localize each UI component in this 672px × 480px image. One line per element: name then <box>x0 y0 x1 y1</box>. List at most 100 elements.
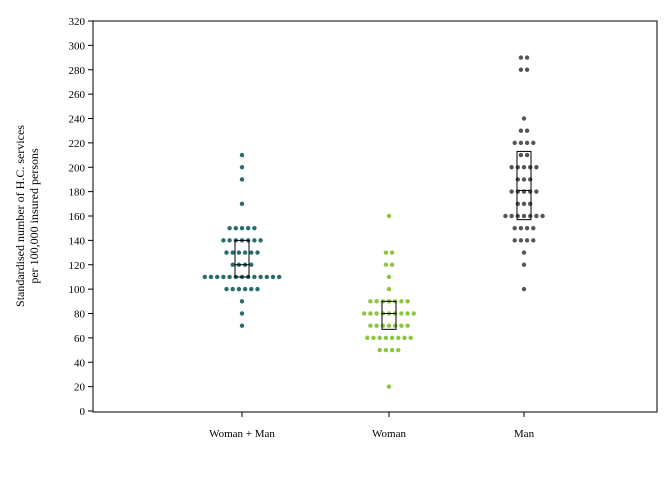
data-point <box>239 225 245 231</box>
data-point <box>371 335 376 341</box>
data-point <box>386 323 392 328</box>
data-point <box>383 250 389 255</box>
data-point <box>515 213 520 219</box>
y-axis-title-line: per 100,000 insured persons <box>27 148 41 284</box>
data-point <box>509 189 514 194</box>
data-point <box>540 213 545 219</box>
data-point <box>239 201 245 207</box>
data-point <box>374 311 379 316</box>
data-point <box>249 286 254 292</box>
data-point <box>512 140 517 146</box>
data-point <box>255 286 260 292</box>
data-point <box>524 55 530 60</box>
data-point <box>365 335 370 341</box>
plot-frame <box>92 20 658 413</box>
data-point <box>389 262 395 267</box>
data-point <box>242 286 248 292</box>
data-point <box>374 299 379 304</box>
x-tick-label: Woman <box>372 428 406 440</box>
y-tick-label: 260 <box>69 89 86 101</box>
data-point <box>233 225 238 231</box>
data-point <box>521 262 527 267</box>
data-point <box>258 274 263 280</box>
data-point <box>239 299 245 304</box>
data-point <box>389 250 395 255</box>
data-point <box>230 250 235 255</box>
data-point <box>380 323 385 328</box>
y-tick-label: 180 <box>69 187 86 199</box>
data-point <box>399 311 404 316</box>
data-point <box>221 274 226 280</box>
data-point <box>518 152 524 158</box>
data-point <box>227 225 232 231</box>
data-point <box>224 250 229 255</box>
data-point <box>393 323 398 328</box>
y-tick-label: 20 <box>74 382 86 394</box>
x-axis: Woman + Man Woman Man <box>209 412 535 440</box>
y-tick-label: 100 <box>69 284 86 296</box>
y-axis-title-line: Standardised number of H.C. services <box>13 125 27 307</box>
data-marks <box>202 55 545 389</box>
data-point <box>528 201 533 207</box>
box-marks <box>234 150 532 330</box>
data-point <box>509 165 514 170</box>
data-point <box>534 165 539 170</box>
data-point <box>386 213 392 219</box>
data-point <box>518 55 524 60</box>
data-point <box>389 347 395 353</box>
data-point <box>242 250 248 255</box>
data-point <box>521 201 527 207</box>
data-point <box>531 225 536 231</box>
data-point <box>383 335 389 341</box>
data-point <box>528 177 533 182</box>
data-point <box>264 274 269 280</box>
data-point <box>236 286 242 292</box>
y-tick-label: 40 <box>74 357 86 369</box>
data-point <box>202 274 207 280</box>
data-point <box>521 286 527 292</box>
data-point <box>246 225 251 231</box>
data-point <box>534 189 539 194</box>
data-point <box>524 225 530 231</box>
y-tick-label: 160 <box>69 211 86 223</box>
data-point <box>411 311 416 316</box>
iqr-box <box>516 150 532 221</box>
y-tick-label: 280 <box>69 65 86 77</box>
iqr-box <box>381 300 397 330</box>
y-tick-label: 80 <box>74 309 86 321</box>
y-tick-label: 300 <box>69 40 86 52</box>
data-point <box>368 299 373 304</box>
data-point <box>399 299 404 304</box>
data-point <box>405 299 410 304</box>
data-point <box>377 335 382 341</box>
data-point <box>515 165 520 170</box>
data-point <box>524 140 530 146</box>
data-point <box>386 384 392 389</box>
data-point <box>534 213 539 219</box>
data-point <box>521 213 527 219</box>
data-point <box>518 238 524 243</box>
data-point <box>368 311 373 316</box>
data-point <box>399 323 404 328</box>
data-point <box>239 311 245 316</box>
data-point <box>386 286 392 292</box>
y-tick-label: 0 <box>80 406 86 418</box>
data-point <box>258 238 263 243</box>
y-tick-label: 140 <box>69 235 86 247</box>
y-tick-label: 220 <box>69 138 86 150</box>
data-point <box>396 335 401 341</box>
data-point <box>524 67 530 72</box>
data-point <box>405 311 410 316</box>
data-point <box>224 286 229 292</box>
data-point <box>524 128 530 133</box>
data-point <box>528 165 533 170</box>
data-point <box>515 201 520 207</box>
data-point <box>230 286 235 292</box>
data-point <box>239 177 245 182</box>
data-point <box>528 213 533 219</box>
data-point <box>521 177 527 182</box>
y-axis: 0 20 40 60 80 100 120 140 160 180 200 220 240 260 280 3… <box>69 16 93 418</box>
data-point <box>221 238 226 243</box>
data-point <box>270 274 276 280</box>
